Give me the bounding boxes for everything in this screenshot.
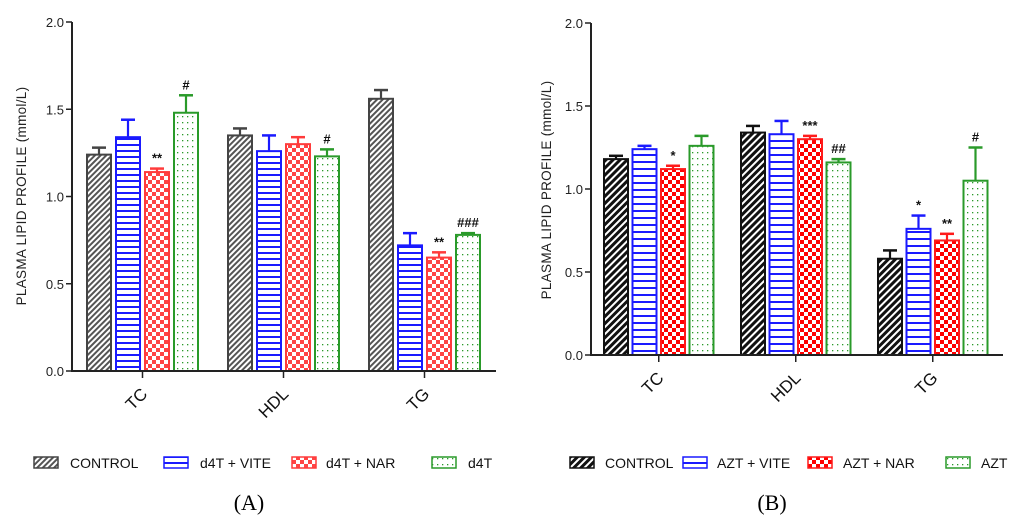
significance-mark: ##: [831, 141, 846, 156]
y-axis-label-b: PLASMA LIPID PROFILE (mmol/L): [539, 81, 554, 300]
bar-b-tg-2: [934, 239, 960, 357]
significance-mark: **: [152, 151, 163, 166]
significance-mark: *: [916, 198, 922, 213]
y-tick-label: 1.5: [565, 99, 583, 114]
x-tick-label-tg: TG: [403, 384, 433, 414]
legend-label-2: AZT + NAR: [843, 455, 915, 471]
y-tick-label: 1.5: [46, 102, 64, 117]
bar-b-tg-3: [962, 179, 989, 356]
bar-a-hdl-1: [256, 150, 282, 372]
bar-a-tc-2: [144, 171, 170, 372]
bar-a-tc-0: [86, 153, 112, 372]
bar-b-tg-0: [877, 257, 903, 356]
y-tick-label: 0.5: [46, 277, 64, 292]
bar-a-tg-0: [368, 97, 394, 372]
significance-mark: #: [323, 131, 331, 146]
significance-mark: **: [942, 216, 953, 231]
legend-swatch-2: [807, 456, 833, 469]
significance-mark: ***: [802, 118, 818, 133]
legend-swatch-2: [291, 456, 317, 469]
legend-a: CONTROL d4T + VITE d4T + NAR d4T: [33, 455, 493, 471]
legend-label-1: d4T + VITE: [200, 455, 271, 471]
bar-a-hdl-3: [314, 155, 340, 372]
y-tick-label: 2.0: [46, 15, 64, 30]
legend-label-3: d4T: [468, 455, 493, 471]
panel-label-b: (B): [757, 490, 786, 515]
legend-swatch-3: [431, 456, 457, 469]
bars-a: ****#####: [86, 77, 481, 373]
x-tick-label-tg: TG: [911, 368, 941, 398]
bar-a-tg-3: [455, 233, 481, 372]
y-tick-label: 1.0: [565, 182, 583, 197]
legend-label-0: CONTROL: [70, 455, 139, 471]
bars-b: *******###: [603, 118, 989, 357]
bar-a-tg-2: [426, 256, 452, 373]
legend-label-2: d4T + NAR: [326, 455, 395, 471]
bar-b-hdl-1: [768, 133, 795, 356]
panel-a: ****##### 0.00.51.01.52.0TC HDL TG PLASMA …: [14, 15, 496, 515]
legend-swatch-1: [682, 456, 708, 469]
bar-b-hdl-0: [740, 131, 766, 356]
legend-label-3: AZT: [981, 455, 1008, 471]
legend-b: CONTROL AZT + VITE AZT + NAR AZT: [569, 455, 1008, 471]
x-tick-label-tc: TC: [122, 384, 151, 413]
y-tick-label: 1.0: [46, 190, 64, 205]
significance-mark: ###: [457, 215, 479, 230]
bar-a-hdl-0: [227, 134, 253, 372]
legend-swatch-1: [163, 456, 189, 469]
y-axis-label-a: PLASMA LIPID PROFILE (mmol/L): [14, 87, 29, 306]
y-tick-label: 0.0: [565, 348, 583, 363]
legend-swatch-0: [569, 456, 595, 469]
bar-b-tg-1: [905, 227, 932, 356]
legend-label-0: CONTROL: [605, 455, 674, 471]
bar-a-tg-1: [397, 244, 423, 372]
bar-b-tc-1: [631, 148, 658, 356]
legend-label-1: AZT + VITE: [717, 455, 790, 471]
bar-b-tc-2: [660, 168, 686, 356]
bar-b-tc-0: [603, 158, 629, 356]
x-tick-label-hdl: HDL: [255, 384, 292, 421]
bar-b-tc-3: [688, 144, 715, 356]
legend-swatch-0: [33, 456, 59, 469]
bar-b-hdl-2: [797, 138, 823, 356]
y-tick-label: 0.5: [565, 265, 583, 280]
significance-mark: #: [182, 77, 190, 92]
y-tick-label: 2.0: [565, 16, 583, 31]
bar-a-tc-1: [115, 136, 141, 372]
legend-swatch-3: [945, 456, 971, 469]
bar-a-hdl-2: [285, 143, 311, 372]
bar-b-hdl-3: [825, 161, 852, 356]
x-tick-label-hdl: HDL: [767, 368, 804, 405]
bar-a-tc-3: [173, 111, 199, 373]
significance-mark: **: [434, 234, 445, 249]
panel-b: *******### 0.00.51.01.52.0TC HDL TG PLASMA…: [539, 16, 1008, 515]
y-tick-label: 0.0: [46, 364, 64, 379]
significance-mark: *: [670, 148, 676, 163]
x-tick-label-tc: TC: [638, 368, 667, 397]
significance-mark: #: [972, 130, 980, 145]
panel-label-a: (A): [234, 490, 265, 515]
